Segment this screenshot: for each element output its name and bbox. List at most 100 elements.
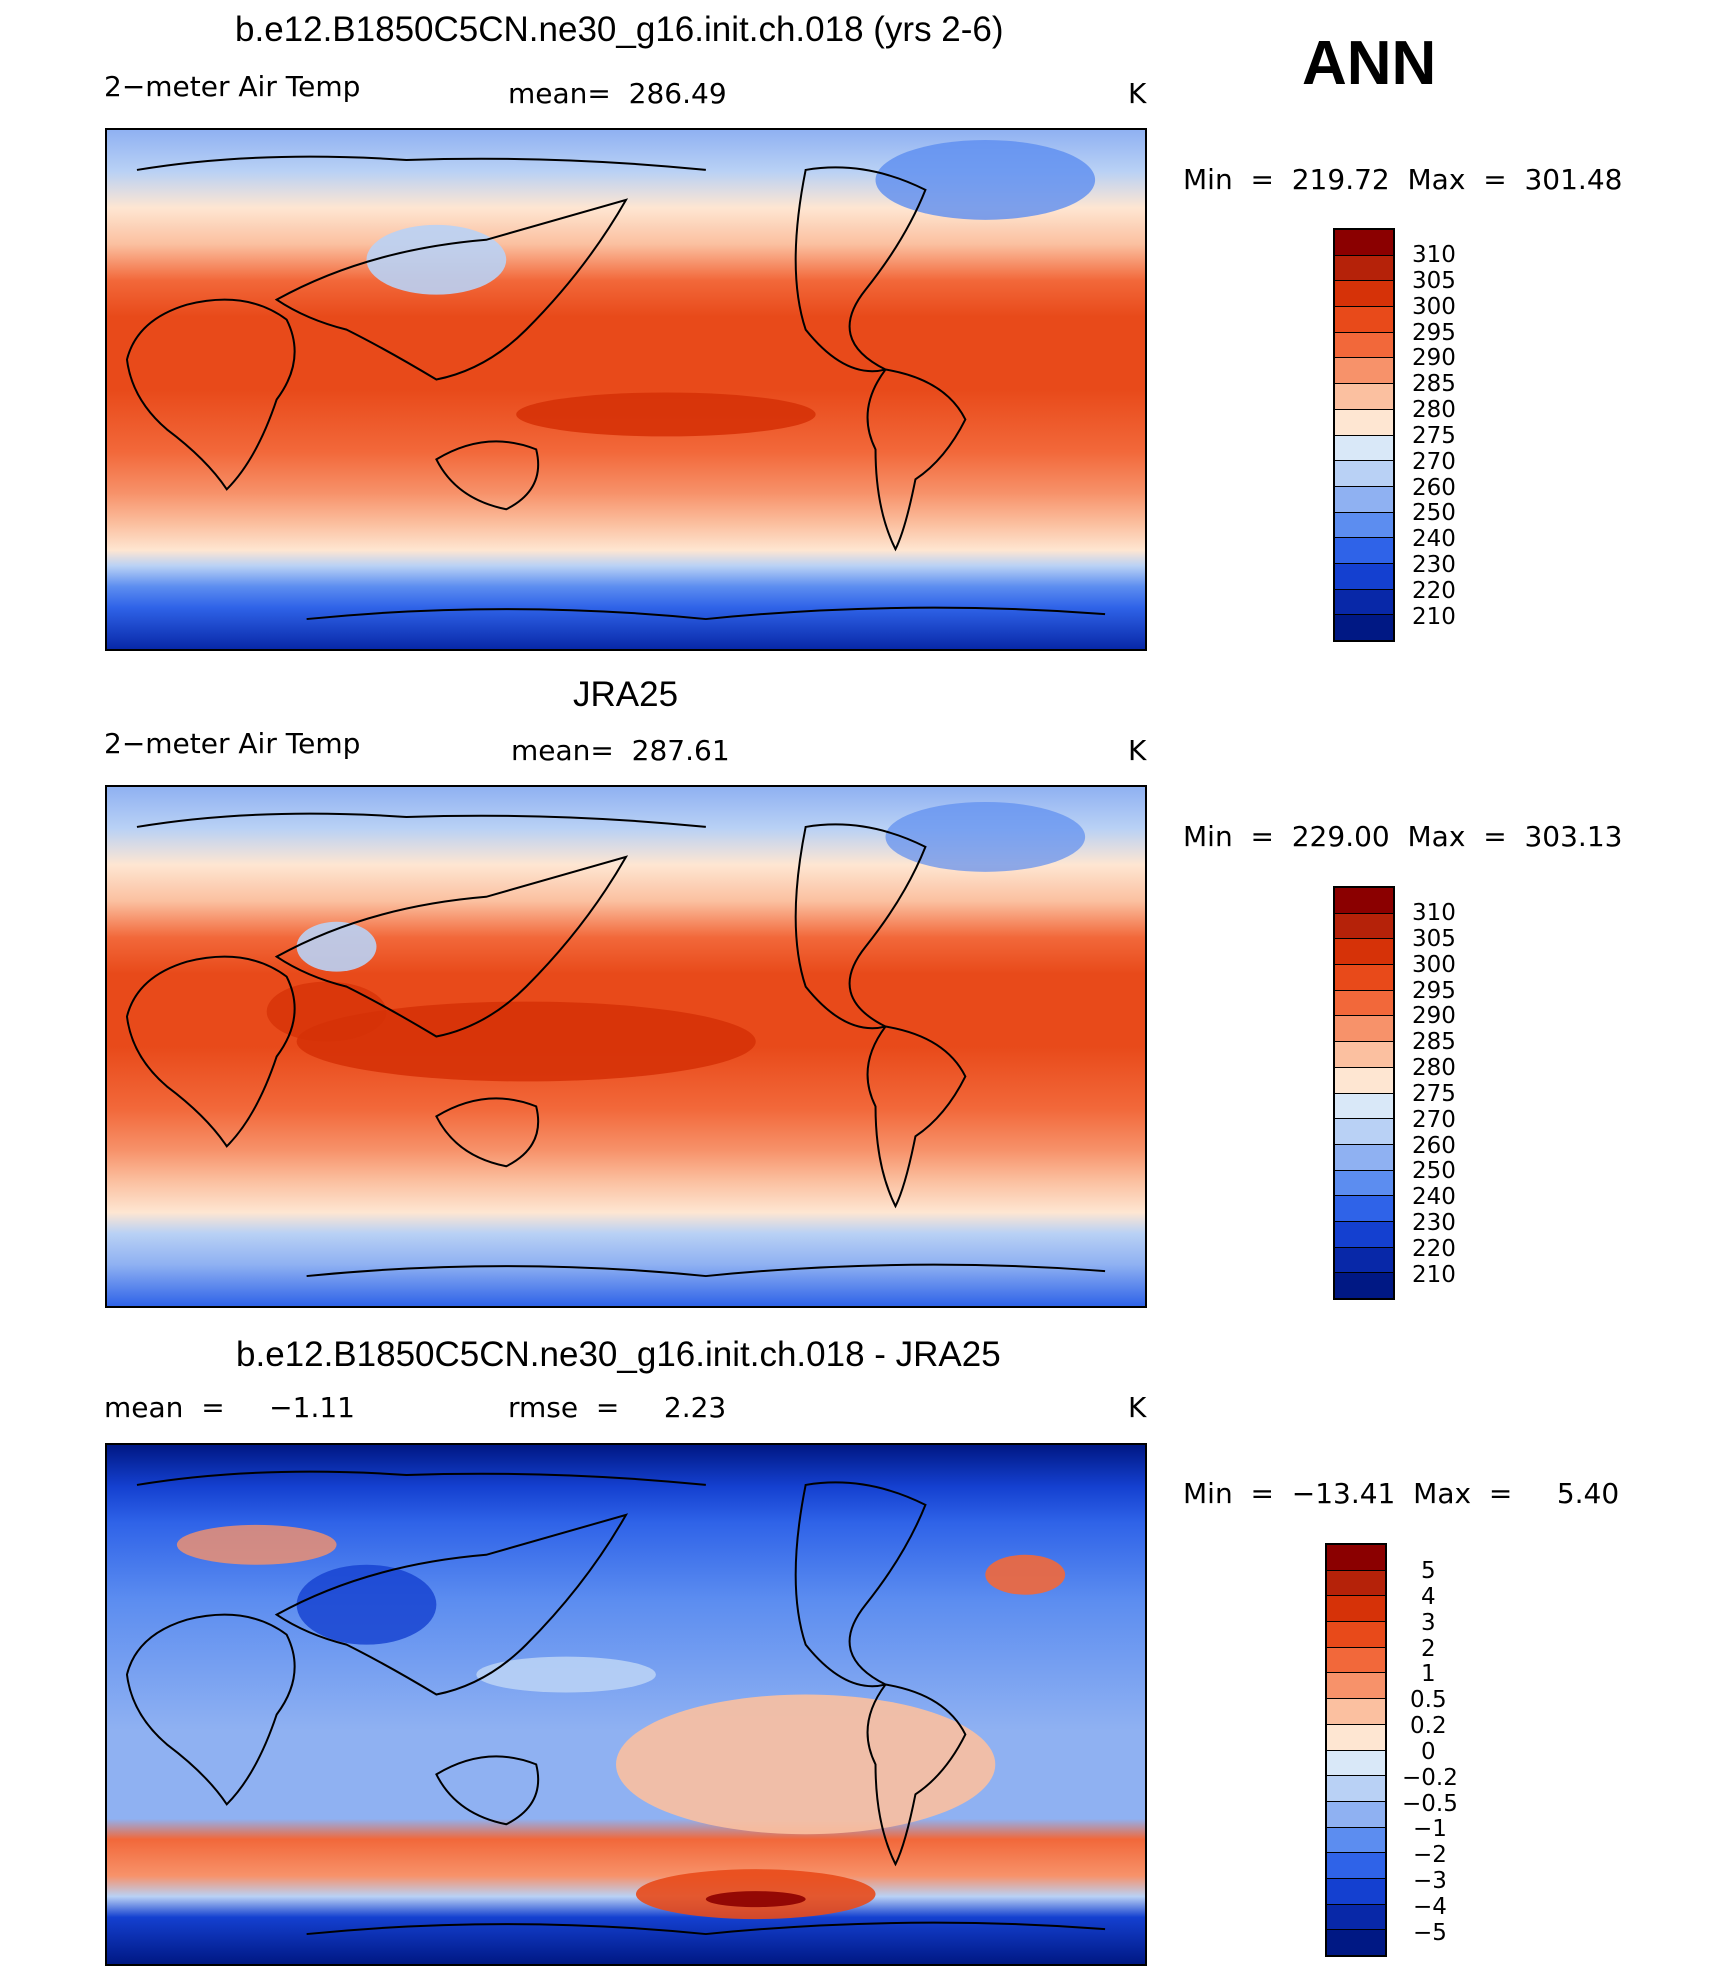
panel1-colorbar-cell (1335, 486, 1393, 513)
panel3-mean: mean = −1.11 (104, 1391, 355, 1424)
panel3-colorbar-tick: −5 (1413, 1920, 1447, 1946)
panel2-units: K (1128, 734, 1147, 767)
panel2-temperature-field (107, 787, 1145, 1306)
panel2-colorbar-tick: 275 (1412, 1081, 1456, 1107)
panel3-rmse: rmse = 2.23 (508, 1391, 727, 1424)
panel3-colorbar-cell (1327, 1750, 1385, 1777)
panel3-minmax: Min = −13.41 Max = 5.40 (1183, 1477, 1620, 1510)
panel1-colorbar-tick: 305 (1412, 268, 1456, 294)
panel1-colorbar-tick: 230 (1412, 552, 1456, 578)
panel3-colorbar-tick: 2 (1421, 1636, 1436, 1662)
panel2-mean: mean= 287.61 (511, 734, 730, 767)
panel3-colorbar-cell (1327, 1827, 1385, 1854)
panel2-colorbar-tick: 310 (1412, 900, 1456, 926)
panel3-colorbar-cell (1327, 1545, 1385, 1571)
panel1-colorbar-tick: 290 (1412, 345, 1456, 371)
panel2-colorbar-cell (1335, 1042, 1393, 1068)
panel1-colorbar-cell (1335, 435, 1393, 462)
panel2-colorbar-tick: 305 (1412, 926, 1456, 952)
panel1-colorbar-cell (1335, 281, 1393, 308)
panel3-colorbar-cell (1327, 1801, 1385, 1828)
panel3-colorbar-tick: −0.5 (1402, 1791, 1458, 1817)
panel3-colorbar-tick: 1 (1421, 1661, 1436, 1687)
panel3-colorbar-tick: 3 (1421, 1610, 1436, 1636)
panel1-colorbar-cell (1335, 307, 1393, 333)
panel3-colorbar-cell (1327, 1596, 1385, 1623)
panel1-colorbar-cell (1335, 615, 1393, 640)
panel3-colorbar-cell (1327, 1570, 1385, 1597)
panel1-colorbar-tick: 240 (1412, 526, 1456, 552)
panel2-colorbar-cell (1335, 1247, 1393, 1274)
panel1-colorbar-cell (1335, 563, 1393, 590)
panel3-colorbar-cell (1327, 1673, 1385, 1700)
panel2-colorbar-cell (1335, 990, 1393, 1017)
panel1-colorbar-tick: 210 (1412, 604, 1456, 630)
panel3-title: b.e12.B1850C5CN.ne30_g16.init.ch.018 - J… (236, 1335, 1001, 1374)
panel3-colorbar-tick: 0 (1421, 1739, 1436, 1765)
panel3-colorbar-tick: −3 (1413, 1868, 1447, 1894)
panel2-colorbar-cell (1335, 1119, 1393, 1145)
panel1-colorbar-cell (1335, 589, 1393, 616)
panel1-colorbar-tick: 280 (1412, 397, 1456, 423)
panel1-colorbar (1333, 228, 1395, 642)
panel1-colorbar-cell (1335, 384, 1393, 410)
panel2-title: JRA25 (573, 675, 679, 714)
panel1-colorbar-cell (1335, 538, 1393, 564)
panel2-colorbar-tick: 210 (1412, 1262, 1456, 1288)
panel1-colorbar-tick: 220 (1412, 578, 1456, 604)
panel2-colorbar-cell (1335, 1221, 1393, 1248)
panel2-colorbar-cell (1335, 1016, 1393, 1043)
panel1-colorbar-tick: 275 (1412, 423, 1456, 449)
panel3-colorbar-tick: −1 (1413, 1816, 1447, 1842)
panel2-colorbar-tick: 230 (1412, 1210, 1456, 1236)
panel1-colorbar-tick: 310 (1412, 242, 1456, 268)
panel3-map (105, 1443, 1147, 1966)
panel3-colorbar-tick: 5 (1421, 1558, 1436, 1584)
panel2-colorbar-tick: 285 (1412, 1029, 1456, 1055)
panel3-units: K (1128, 1391, 1147, 1424)
panel3-colorbar-cell (1327, 1647, 1385, 1674)
panel3-difference-field (107, 1445, 1145, 1964)
panel1-colorbar-cell (1335, 255, 1393, 282)
panel2-variable: 2−meter Air Temp (104, 727, 361, 760)
panel2-colorbar-cell (1335, 1273, 1393, 1298)
panel2-colorbar-cell (1335, 1170, 1393, 1197)
panel2-colorbar-tick: 220 (1412, 1236, 1456, 1262)
panel1-minmax: Min = 219.72 Max = 301.48 (1183, 163, 1623, 196)
panel2-colorbar-cell (1335, 1196, 1393, 1222)
panel1-colorbar-cell (1335, 461, 1393, 487)
panel1-mean: mean= 286.49 (508, 77, 727, 110)
panel2-colorbar-tick: 270 (1412, 1107, 1456, 1133)
panel3-colorbar-cell (1327, 1724, 1385, 1751)
panel3-colorbar-tick: 0.2 (1410, 1713, 1447, 1739)
panel1-colorbar-tick: 285 (1412, 371, 1456, 397)
panel2-colorbar-cell (1335, 939, 1393, 966)
panel2-map (105, 785, 1147, 1308)
panel2-colorbar-cell (1335, 965, 1393, 991)
panel1-colorbar-tick: 260 (1412, 475, 1456, 501)
panel1-colorbar-tick: 270 (1412, 449, 1456, 475)
panel3-colorbar-tick: −0.2 (1402, 1765, 1458, 1791)
panel2-colorbar-cell (1335, 913, 1393, 940)
panel2-colorbar-tick: 250 (1412, 1158, 1456, 1184)
panel2-colorbar-cell (1335, 1093, 1393, 1120)
panel1-colorbar-tick: 300 (1412, 294, 1456, 320)
panel1-variable: 2−meter Air Temp (104, 70, 361, 103)
panel1-colorbar-cell (1335, 332, 1393, 359)
panel1-colorbar-cell (1335, 230, 1393, 256)
panel1-units: K (1128, 77, 1147, 110)
panel3-colorbar (1325, 1543, 1387, 1957)
panel1-map (105, 128, 1147, 651)
panel2-colorbar-cell (1335, 888, 1393, 914)
panel3-colorbar-cell (1327, 1776, 1385, 1802)
panel3-colorbar-cell (1327, 1622, 1385, 1648)
panel2-colorbar-tick: 300 (1412, 952, 1456, 978)
panel1-colorbar-cell (1335, 358, 1393, 385)
panel1-colorbar-cell (1335, 512, 1393, 539)
panel2-colorbar-cell (1335, 1144, 1393, 1171)
panel2-minmax: Min = 229.00 Max = 303.13 (1183, 820, 1623, 853)
panel1-colorbar-tick: 295 (1412, 320, 1456, 346)
panel3-colorbar-cell (1327, 1930, 1385, 1955)
panel2-colorbar-tick: 295 (1412, 978, 1456, 1004)
panel2-colorbar (1333, 886, 1395, 1300)
